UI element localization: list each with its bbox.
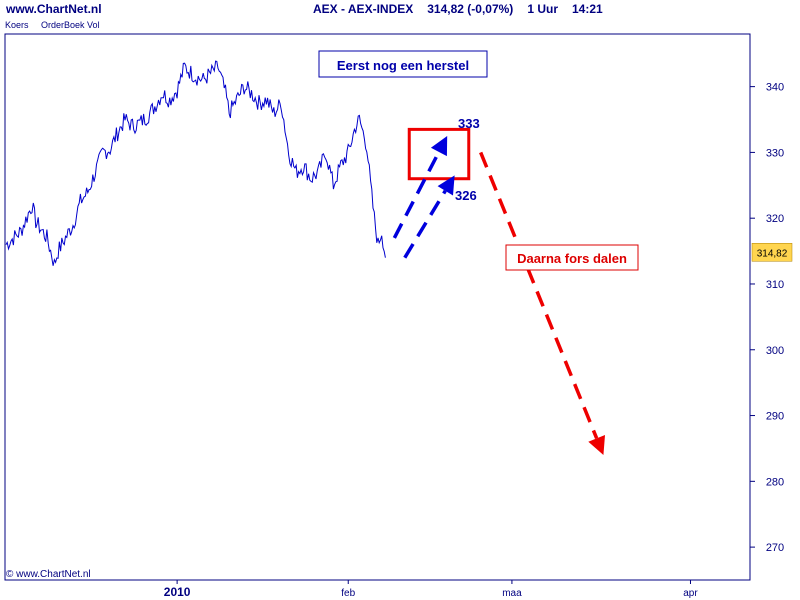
time-label: 14:21 — [572, 2, 603, 16]
up-arrow-2-head — [437, 175, 455, 196]
x-tick-label: feb — [341, 588, 355, 599]
y-tick-label: 290 — [766, 411, 784, 423]
y-tick-label: 320 — [766, 213, 784, 225]
annotation-dalen: Daarna fors dalen — [517, 251, 627, 266]
instrument-name: AEX - AEX-INDEX — [313, 2, 414, 16]
down-arrow-head — [588, 434, 606, 456]
plot-frame — [4, 33, 751, 581]
up-arrow-1-head — [430, 135, 448, 157]
y-tick-label: 340 — [766, 82, 784, 94]
up-arrow-1-shaft — [392, 151, 441, 239]
chart-tabs: Koers OrderBoek Vol — [5, 20, 750, 34]
target-box — [407, 127, 471, 181]
y-tick-label: 280 — [766, 476, 784, 488]
up-arrow-2-shaft — [403, 189, 447, 259]
interval-label[interactable]: 1 Uur — [527, 2, 558, 16]
annotation-box-herstel — [318, 50, 488, 78]
y-tick-label: 270 — [766, 542, 784, 554]
copyright-text: © www.ChartNet.nl — [6, 569, 91, 580]
x-tick-label: maa — [502, 588, 522, 599]
price-change: 314,82 (-0,07%) — [427, 2, 514, 16]
y-tick-label: 300 — [766, 345, 784, 357]
current-price-box — [751, 243, 793, 262]
tab-koers[interactable]: Koers — [5, 20, 29, 30]
site-name[interactable]: www.ChartNet.nl — [6, 2, 102, 16]
annotation-box-dalen — [505, 244, 639, 271]
current-price-label: 314,82 — [757, 248, 788, 259]
annotation-326: 326 — [455, 188, 477, 203]
tab-orderboek-vol[interactable]: OrderBoek Vol — [41, 20, 100, 30]
y-tick-label: 330 — [766, 147, 784, 159]
x-tick-label: 2010 — [164, 585, 191, 599]
annotation-333: 333 — [458, 116, 480, 131]
price-line — [5, 60, 386, 266]
header-bar: www.ChartNet.nl AEX - AEX-INDEX 314,82 (-… — [0, 0, 800, 20]
x-tick-label: apr — [683, 588, 698, 599]
instrument-info: AEX - AEX-INDEX 314,82 (-0,07%) 1 Uur 14:21 — [313, 2, 617, 16]
down-arrow-shaft — [479, 151, 599, 439]
y-tick-label: 310 — [766, 279, 784, 291]
annotation-herstel: Eerst nog een herstel — [337, 58, 469, 73]
